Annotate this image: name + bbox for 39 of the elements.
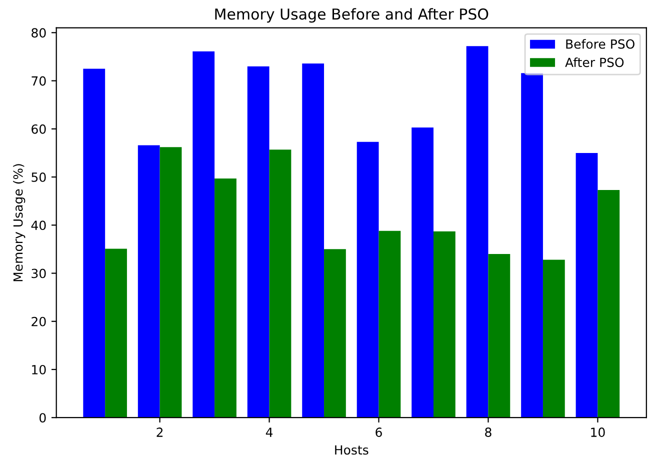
y-tick-label: 80 — [32, 28, 46, 38]
y-tick-label: 20 — [32, 316, 46, 326]
bar — [598, 190, 620, 418]
y-tick-label: 50 — [32, 172, 46, 182]
bar — [433, 231, 456, 418]
bar — [542, 260, 565, 418]
y-tick-label: 0 — [40, 413, 46, 423]
bar — [356, 142, 379, 418]
bar — [412, 127, 434, 418]
y-axis-title: Memory Usage (%) — [13, 164, 26, 282]
bar — [214, 178, 236, 418]
y-tick-label: 70 — [32, 76, 46, 86]
x-axis-title: Hosts — [335, 445, 368, 455]
bar — [378, 230, 401, 418]
legend-label: Before PSO — [566, 39, 634, 49]
bar — [466, 46, 488, 418]
bar — [247, 66, 270, 418]
bar — [521, 73, 543, 418]
bar — [488, 254, 510, 418]
bar — [302, 63, 324, 418]
legend-label: After PSO — [565, 57, 624, 68]
chart-title: Memory Usage Before and After PSO — [215, 8, 488, 23]
bar — [138, 145, 160, 418]
x-tick-label: 4 — [266, 428, 273, 437]
y-tick-label: 30 — [32, 268, 46, 278]
y-tick-label: 10 — [32, 364, 46, 374]
x-tick-label: 8 — [485, 428, 492, 437]
y-tick-label: 60 — [32, 124, 46, 134]
y-tick-label: 40 — [31, 220, 46, 230]
x-tick-label: 6 — [376, 428, 382, 437]
bar — [105, 248, 127, 418]
bar — [324, 249, 346, 418]
bar — [269, 150, 292, 418]
x-tick-label: 10 — [591, 428, 605, 437]
bar — [576, 152, 598, 418]
bar — [192, 51, 215, 418]
bar — [160, 147, 182, 418]
x-tick-label: 2 — [156, 428, 163, 437]
bar — [83, 68, 106, 418]
